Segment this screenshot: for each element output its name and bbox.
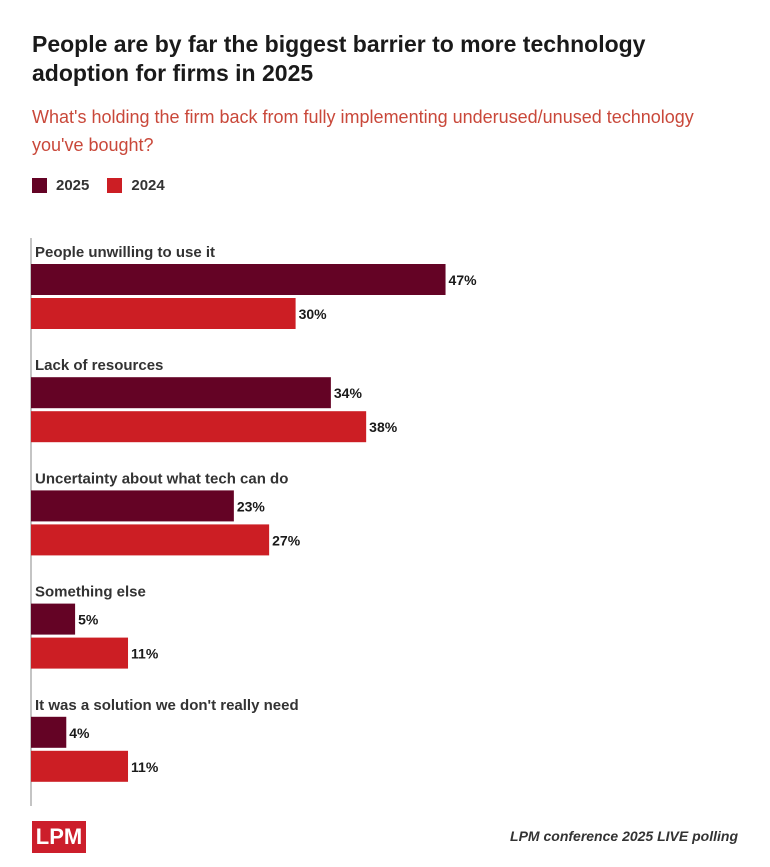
bar-2024 [31, 411, 367, 443]
chart-subtitle: What's holding the firm back from fully … [32, 107, 694, 155]
legend-item-2025: 2025 [32, 177, 89, 194]
data-label-2024: 11% [131, 759, 159, 775]
bar-2025 [31, 603, 76, 635]
bar-2025 [31, 716, 67, 748]
legend-label-2024: 2024 [131, 177, 165, 194]
data-label-2025: 23% [237, 498, 266, 514]
data-label-2025: 34% [334, 385, 363, 401]
legend-swatch-2025 [32, 178, 47, 193]
data-label-2024: 11% [131, 646, 159, 662]
legend: 2025 2024 [32, 177, 183, 194]
bar-2024 [31, 750, 129, 782]
data-label-2025: 4% [69, 725, 90, 741]
legend-swatch-2024 [107, 178, 123, 193]
legend-label-2025: 2025 [56, 177, 90, 194]
source-note: LPM conference 2025 LIVE polling [510, 828, 738, 844]
data-label-2025: 5% [78, 612, 99, 628]
data-label-2024: 27% [272, 532, 301, 548]
legend-item-2024: 2024 [107, 177, 165, 194]
category-label: People unwilling to use it [35, 244, 215, 261]
bar-2024 [31, 524, 270, 556]
category-label: Uncertainty about what tech can do [35, 470, 288, 487]
bar-2024 [31, 637, 129, 669]
category-label: Something else [35, 584, 146, 601]
bar-2025 [31, 377, 331, 409]
bar-2025 [31, 264, 446, 295]
data-label-2024: 38% [369, 419, 398, 435]
lpm-logo: LPM [32, 821, 86, 853]
bar-2025 [31, 490, 234, 522]
chart-title: People are by far the biggest barrier to… [32, 31, 646, 86]
data-label-2025: 47% [449, 272, 478, 288]
category-label: Lack of resources [35, 357, 163, 374]
category-label: It was a solution we don't really need [35, 697, 299, 714]
bar-2024 [31, 298, 296, 329]
data-label-2024: 30% [299, 306, 328, 322]
